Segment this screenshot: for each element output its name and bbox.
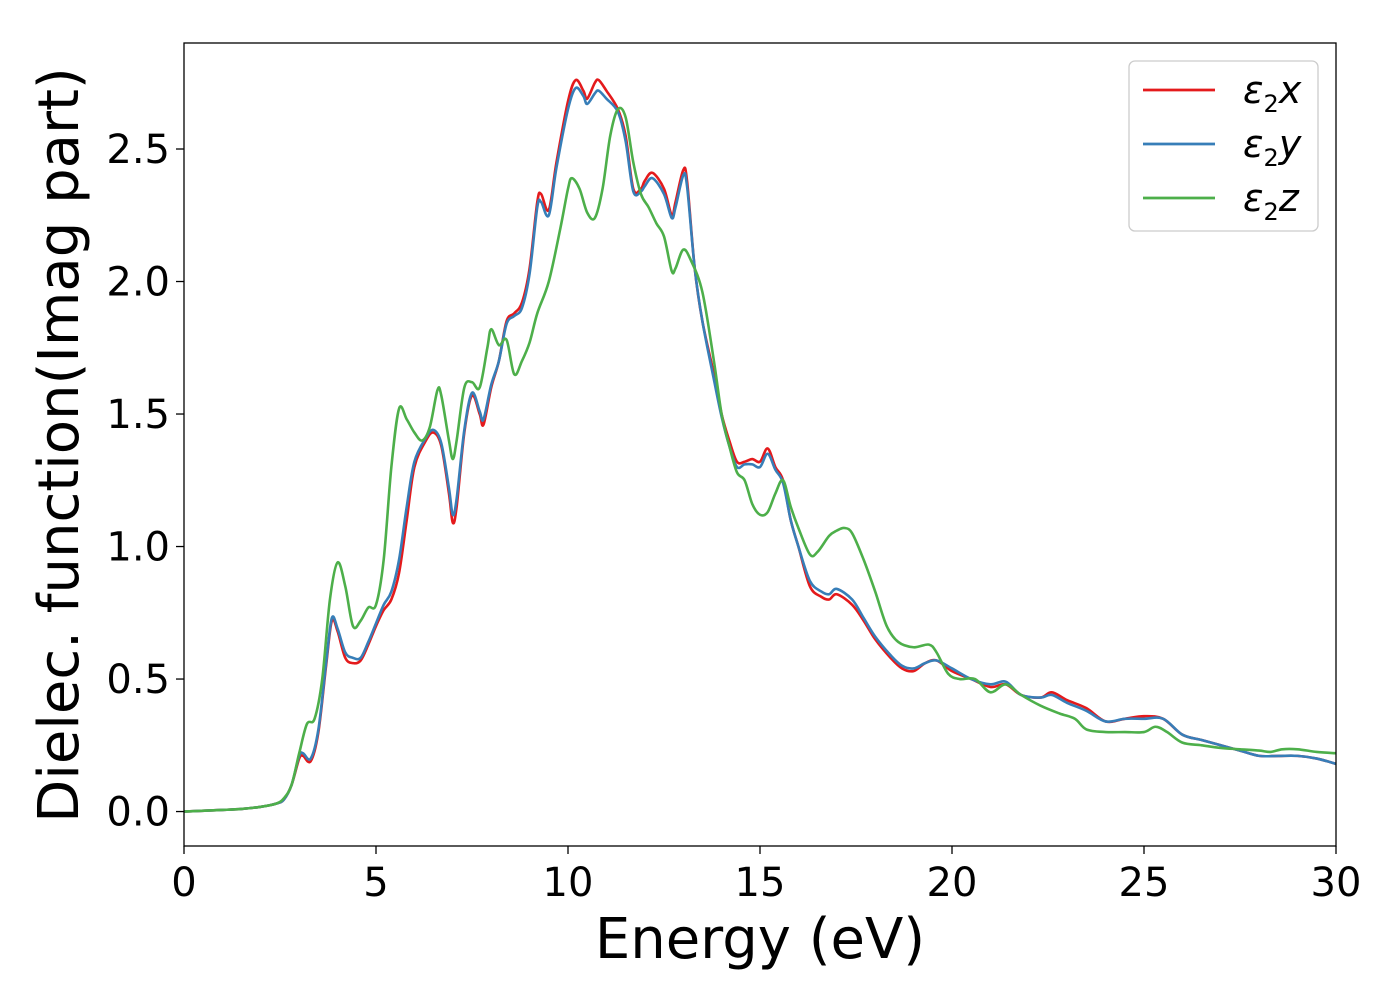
y-tick-label: 1.0 bbox=[106, 525, 170, 571]
y-tick-label: 0.5 bbox=[106, 657, 170, 703]
y-axis-ticks: 0.0 0.5 1.0 1.5 2.0 2.5 bbox=[106, 127, 184, 836]
series-line-z bbox=[184, 106, 1336, 813]
y-tick-label: 1.5 bbox=[106, 392, 170, 438]
x-axis-ticks: 0 5 10 15 20 25 30 bbox=[171, 846, 1361, 906]
legend-box bbox=[1128, 60, 1319, 232]
y-tick-label: 2.5 bbox=[106, 127, 170, 173]
legend-label-y: ε2y bbox=[1243, 122, 1302, 172]
x-tick-label: 20 bbox=[927, 860, 978, 906]
series-line-y bbox=[184, 86, 1336, 813]
y-tick-label: 0.0 bbox=[106, 790, 170, 836]
legend-label-x: ε2x bbox=[1243, 68, 1302, 118]
legend-label-z: ε2z bbox=[1243, 176, 1300, 226]
x-tick-label: 0 bbox=[171, 860, 196, 906]
x-tick-label: 15 bbox=[735, 860, 786, 906]
y-tick-label: 2.0 bbox=[106, 260, 170, 306]
x-axis-label: Energy (eV) bbox=[595, 907, 925, 972]
y-axis-label: Dielec. function(Imag part) bbox=[27, 67, 92, 823]
x-tick-label: 5 bbox=[363, 860, 388, 906]
x-tick-label: 25 bbox=[1119, 860, 1170, 906]
x-tick-label: 10 bbox=[543, 860, 594, 906]
series-lines bbox=[184, 78, 1336, 813]
x-tick-label: 30 bbox=[1311, 860, 1362, 906]
